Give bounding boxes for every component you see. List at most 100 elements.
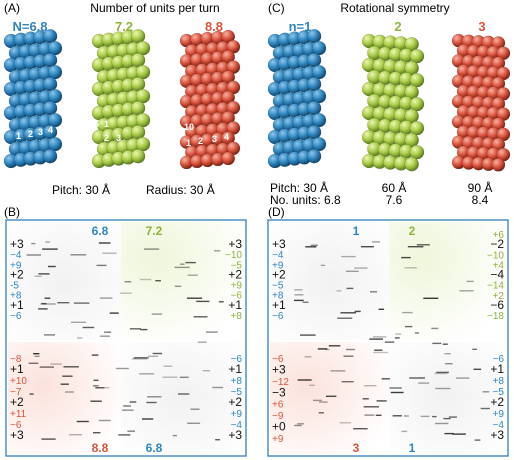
unit-number: 3 (116, 133, 121, 143)
quadrant-tint-red (8, 342, 121, 454)
helix-c-red (451, 33, 511, 172)
diffraction-streak (206, 331, 218, 333)
diffraction-pattern-b (26, 241, 224, 441)
diffraction-streak (29, 393, 34, 395)
layer-line-label: −4 (231, 420, 243, 431)
unit-numbers-blue: 1 2 3 4 (16, 125, 53, 141)
subunit-sphere (306, 28, 322, 44)
diffraction-streak (180, 263, 185, 265)
diffraction-streak (34, 275, 42, 277)
layer-line-label: −6 (231, 354, 243, 365)
layer-line-label: +3 (228, 428, 242, 442)
diffraction-streak (294, 424, 302, 427)
diffraction-streak (319, 401, 328, 403)
diffraction-streak (33, 353, 40, 355)
diffraction-streak (297, 423, 305, 425)
diffraction-streak (63, 366, 79, 368)
diffraction-streak (129, 328, 141, 330)
layer-line-label: +2 (10, 395, 24, 409)
panel-b-frame (5, 219, 247, 457)
layer-line-label: +8 (231, 311, 243, 322)
diffraction-streak (313, 399, 322, 402)
diffraction-streak (152, 352, 163, 355)
layer-line-label: −5 (493, 387, 505, 398)
layer-line-label: +1 (228, 362, 242, 376)
subunit-sphere (130, 76, 146, 92)
subunit-sphere (130, 52, 146, 68)
layer-line-label: −6 (10, 311, 22, 322)
layer-line-label: -5 (10, 281, 19, 292)
diffraction-streak (392, 415, 402, 417)
subunit-sphere (409, 96, 425, 112)
diffraction-streak (444, 353, 451, 355)
diffraction-streak (31, 242, 36, 245)
diffraction-streak (401, 256, 411, 259)
subunit-sphere (221, 151, 236, 166)
diffraction-streak (466, 280, 474, 283)
diffraction-streak (328, 345, 341, 347)
layer-line-label: +8 (493, 376, 505, 387)
diffraction-streak (431, 327, 439, 330)
layer-line-label: +10 (10, 376, 27, 387)
subunit-sphere (42, 100, 58, 116)
panel-c-n-label-3: 3 (478, 19, 485, 34)
diffraction-streak (146, 401, 157, 404)
layer-line-label: +0 (272, 420, 286, 434)
diffraction-streak (384, 341, 395, 343)
unit-number: 2 (198, 136, 203, 146)
unit-numbers-red: 10 1 2 3 4 (184, 122, 229, 148)
diffraction-streak (370, 291, 377, 293)
layer-line-label: −4 (272, 250, 284, 261)
diffraction-streak (179, 376, 189, 378)
diffraction-streak (474, 439, 481, 441)
subunit-sphere (130, 28, 146, 44)
helix-c-green (361, 33, 425, 172)
diffraction-streak (174, 266, 190, 269)
diffraction-streak (62, 375, 73, 377)
diffraction-streak (442, 343, 448, 345)
unit-number: 6 (94, 119, 99, 129)
layer-line-label: +6 (272, 400, 284, 411)
pitch-row-3: 90 Å (468, 180, 493, 195)
diffraction-streak (297, 379, 312, 381)
diffraction-streak (310, 244, 318, 246)
helix-c-blue (267, 28, 327, 169)
panel-c-label: (C) (268, 1, 285, 15)
quadrant-tint-grey (121, 342, 243, 454)
subunit-sphere (311, 88, 327, 104)
subunit-sphere (42, 76, 58, 92)
diffraction-streak (340, 312, 357, 314)
layer-line-labels-d: +3−4+9+2−5+8+1−6+6−2−10+4−4−14+2−6−18−6+… (272, 230, 504, 445)
diffraction-streak (129, 401, 137, 403)
subunit-sphere (42, 124, 58, 140)
layer-line-label: −10 (487, 250, 504, 261)
diffraction-streak (436, 371, 449, 374)
layer-line-label: +3 (272, 362, 286, 376)
layer-line-label: −4 (493, 420, 505, 431)
diffraction-streak (336, 290, 342, 292)
unit-numbers-green: 6 1 2 3 (94, 119, 121, 143)
diffraction-streak (345, 270, 359, 272)
subunit-sphere (311, 64, 327, 80)
diffraction-streak (133, 357, 149, 359)
diffraction-streak (100, 335, 110, 337)
diffraction-streak (38, 273, 50, 275)
pitch-label: Pitch: 30 Å (52, 182, 110, 197)
diffraction-streak (65, 391, 74, 393)
corner-label: 7.2 (146, 224, 163, 238)
panel-a-n-label-1: N=6.8 (12, 19, 47, 34)
diffraction-streak (309, 384, 315, 386)
diffraction-streak (40, 303, 56, 305)
diffraction-streak (409, 377, 425, 379)
subunit-sphere (311, 40, 327, 56)
layer-line-label: +8 (10, 291, 22, 302)
diffraction-streak (202, 370, 211, 372)
quadrant-tint-red (270, 342, 389, 454)
diffraction-streak (185, 261, 196, 264)
diffraction-streak (178, 393, 190, 395)
diffraction-streak (302, 301, 309, 303)
layer-line-label: +6 (493, 230, 505, 241)
corner-label: 1 (353, 224, 360, 238)
subunit-sphere (130, 124, 146, 140)
